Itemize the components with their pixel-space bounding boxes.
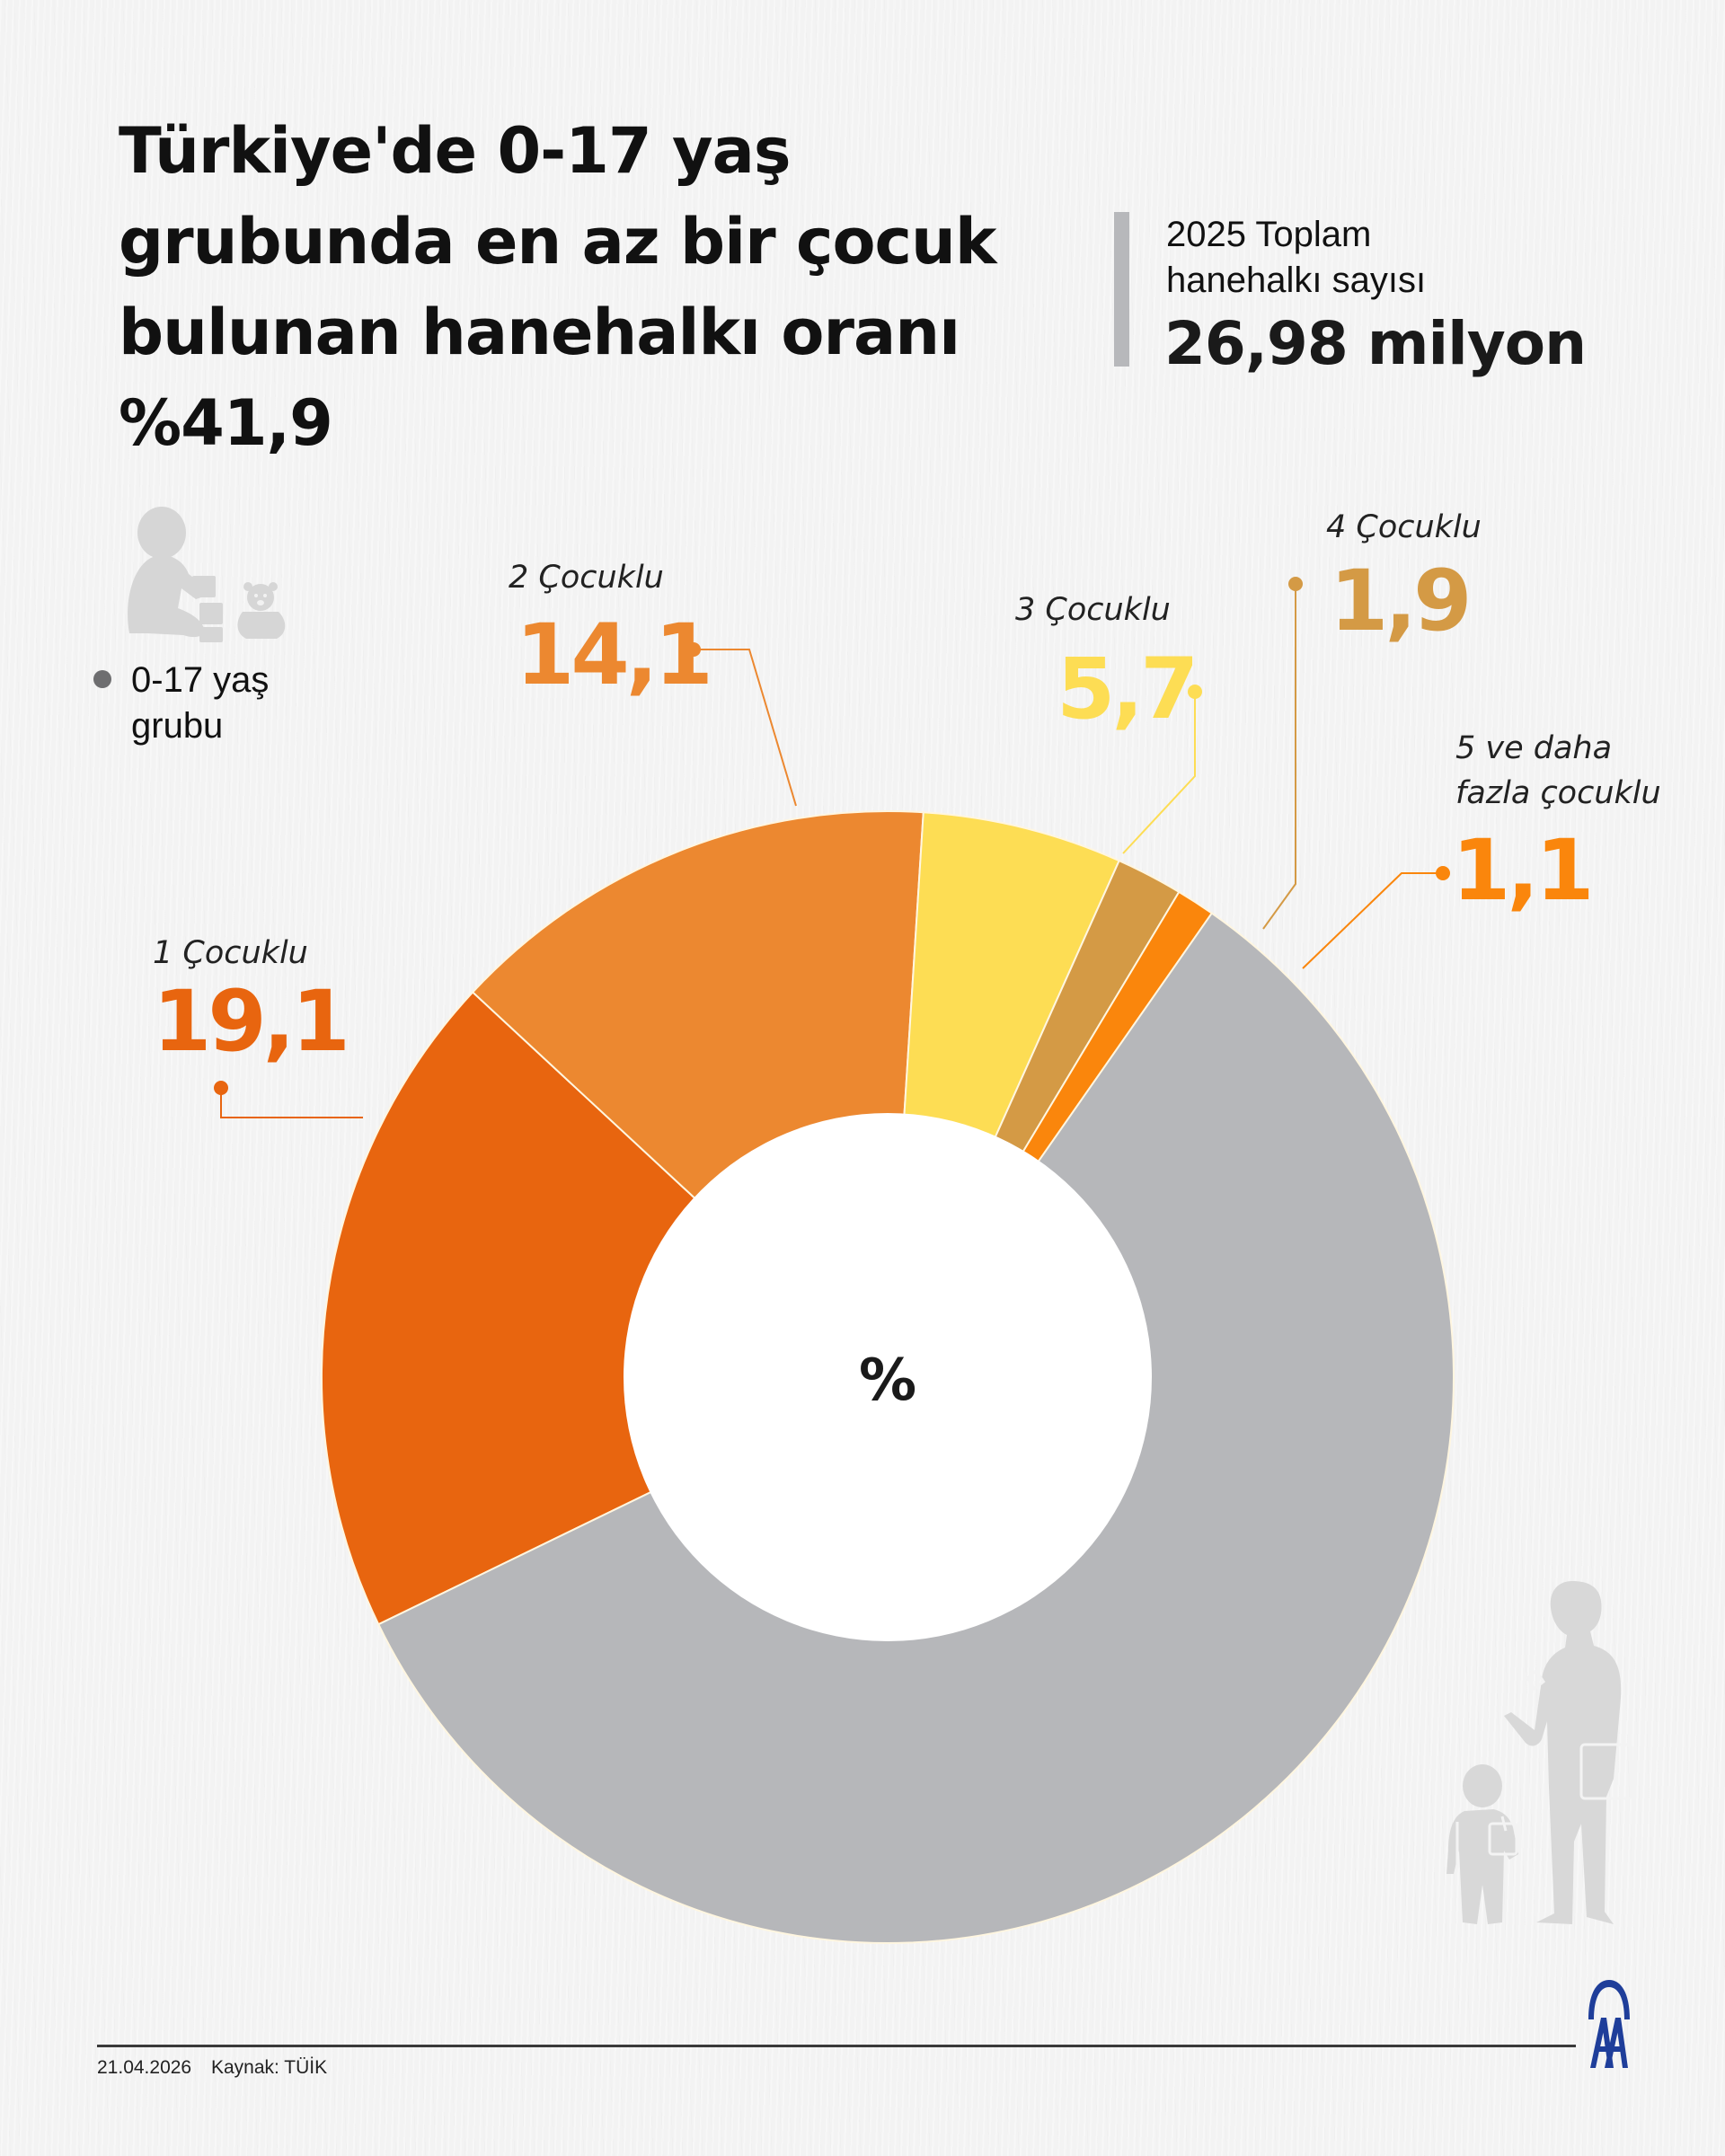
page-title: Türkiye'de 0-17 yaş grubunda en az bir ç…: [119, 106, 1017, 469]
aa-logo-icon: [1588, 1980, 1630, 2068]
title-line-4-percentage: %41,9: [119, 386, 333, 460]
callout-label-3: 3 Çocuklu: [1015, 592, 1171, 628]
leader-dot-3: [1188, 685, 1202, 699]
legend-label: 0-17 yaş grubu: [131, 660, 270, 746]
leader-line-5: [1302, 872, 1441, 969]
callout-value-4: 1,9: [1330, 552, 1473, 650]
footer-meta: 21.04.2026 Kaynak: TÜİK: [97, 2057, 341, 2079]
title-line-3: bulunan hanehalkı oranı: [119, 296, 960, 369]
total-households-value: 26,98 milyon: [1164, 309, 1587, 378]
callout-value-2: 14,1: [516, 606, 713, 704]
leader-line-2: [694, 649, 797, 807]
footer-date: 21.04.2026: [97, 2057, 192, 2078]
callout-label-2: 2 Çocuklu: [509, 560, 664, 596]
title-line-1: Türkiye'de 0-17 yaş: [119, 114, 792, 188]
legend-dot-icon: [93, 670, 111, 688]
callout-label-1: 1 Çocuklu: [153, 935, 308, 971]
leader-line-3: [1122, 692, 1196, 854]
donut-hole: [624, 1113, 1152, 1641]
parent-and-child-silhouette-icon: [1446, 1581, 1633, 1924]
leader-line-1: [220, 1090, 363, 1118]
footer-divider: [97, 2045, 1576, 2047]
leader-dot-4: [1288, 577, 1303, 591]
total-households-label: 2025 Toplam hanehalkı sayısı: [1166, 215, 1427, 300]
callout-value-1: 19,1: [153, 973, 350, 1071]
accent-bar: [1114, 212, 1129, 367]
leader-dot-5: [1436, 866, 1450, 880]
callout-value-3: 5,7: [1057, 641, 1199, 738]
title-line-2: grubunda en az bir çocuk: [119, 205, 996, 278]
leader-line-4: [1262, 584, 1296, 930]
baby-with-blocks-and-teddy-icon: [128, 507, 286, 642]
leader-dot-1: [214, 1081, 228, 1095]
callout-label-4: 4 Çocuklu: [1326, 509, 1482, 545]
donut-center-label: %: [858, 1348, 917, 1414]
footer-source: Kaynak: TÜİK: [210, 2057, 328, 2078]
callout-value-5: 1,1: [1452, 822, 1595, 920]
donut-segment-1: [321, 991, 889, 1626]
callout-label-5: 5 ve daha fazla çocuklu: [1455, 730, 1661, 811]
leader-dot-2: [686, 642, 701, 657]
